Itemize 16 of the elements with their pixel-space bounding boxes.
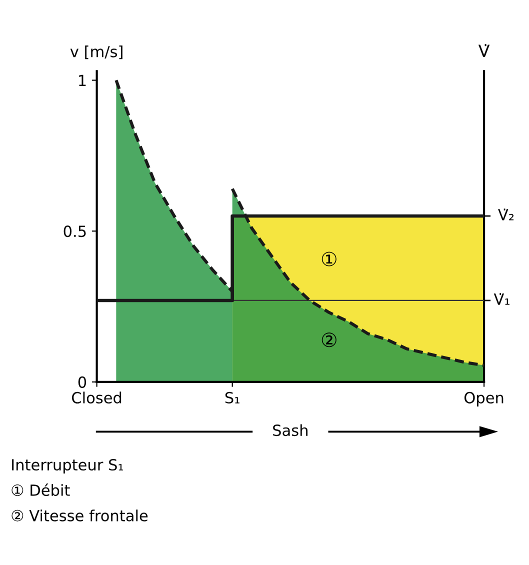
x-tick-label: Closed [72, 392, 122, 404]
x-tick-label: Open [464, 392, 504, 406]
annotation: ② [322, 332, 336, 348]
annotation: ① [322, 252, 336, 266]
annotation: V̇₂ [498, 208, 514, 220]
ref-line-label: V̇₁ [494, 293, 510, 305]
y-axis-title: v [m/s] [70, 46, 122, 60]
x-axis-title: Sash [273, 424, 308, 436]
x-tick-label: S₁ [225, 392, 240, 404]
y-tick-label: 0 [78, 376, 86, 388]
y2-axis-title: V̇ [478, 44, 490, 57]
text: ② Vitesse frontale [12, 510, 148, 522]
y-tick-label: 0.5 [64, 226, 86, 238]
text: Interrupteur S₁ [12, 459, 124, 474]
text: ① Débit [12, 484, 70, 496]
y-tick-label: 1 [79, 74, 86, 86]
